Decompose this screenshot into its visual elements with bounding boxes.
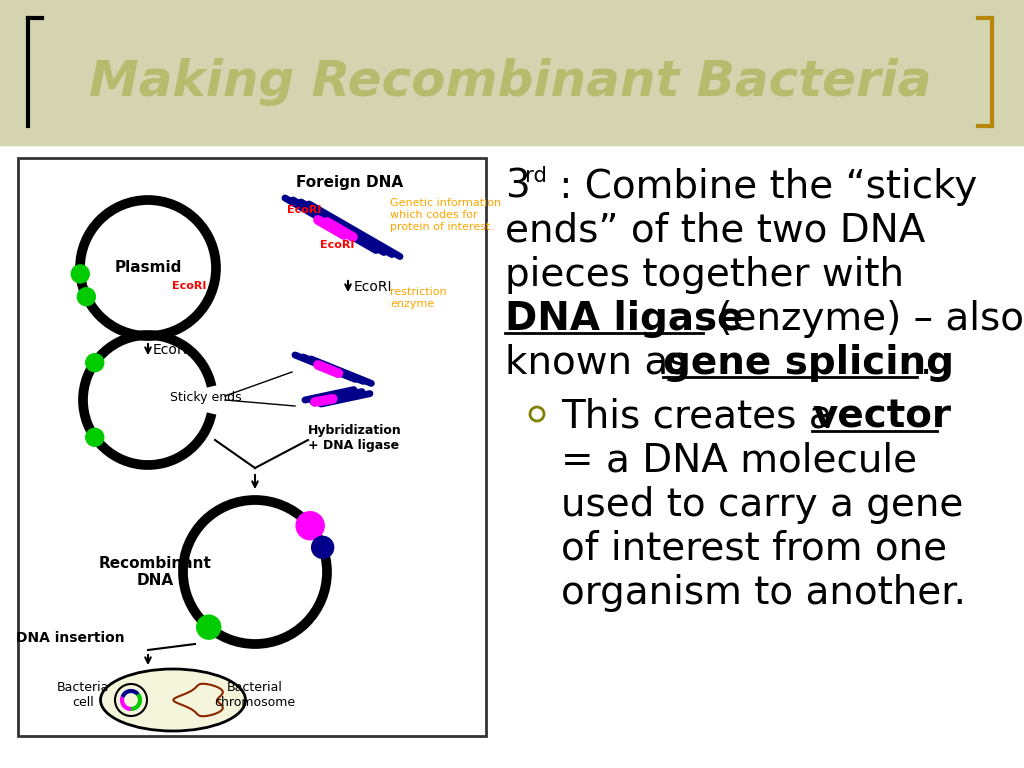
- Text: Foreign DNA: Foreign DNA: [296, 174, 403, 190]
- Ellipse shape: [100, 669, 246, 731]
- Text: Genetic information
which codes for
protein of interest.: Genetic information which codes for prot…: [390, 198, 501, 232]
- Text: EcoRI: EcoRI: [287, 205, 322, 215]
- Text: Sticky ends: Sticky ends: [170, 392, 242, 405]
- Text: organism to another.: organism to another.: [561, 574, 966, 612]
- Text: : Combine the “sticky: : Combine the “sticky: [547, 168, 977, 206]
- Text: used to carry a gene: used to carry a gene: [561, 486, 964, 524]
- Circle shape: [197, 615, 221, 639]
- Text: 3: 3: [505, 168, 529, 206]
- Text: pieces together with: pieces together with: [505, 256, 916, 294]
- Text: Recombinant
DNA: Recombinant DNA: [98, 556, 211, 588]
- Circle shape: [296, 511, 325, 540]
- Text: Plasmid: Plasmid: [115, 260, 181, 276]
- Circle shape: [311, 536, 334, 558]
- Text: Hybridization
+ DNA ligase: Hybridization + DNA ligase: [308, 424, 401, 452]
- Text: Bacteria
cell: Bacteria cell: [56, 681, 110, 709]
- Text: DNA insertion: DNA insertion: [15, 631, 124, 645]
- Text: EcoRI: EcoRI: [319, 240, 354, 250]
- Text: (enzyme) – also: (enzyme) – also: [705, 300, 1024, 338]
- Text: EcoRI: EcoRI: [354, 280, 392, 294]
- Circle shape: [86, 354, 103, 372]
- Text: = a DNA molecule: = a DNA molecule: [561, 442, 918, 480]
- Text: of interest from one: of interest from one: [561, 530, 947, 568]
- Bar: [0, 0, 1024, 145]
- Circle shape: [78, 288, 95, 306]
- Text: known as: known as: [505, 344, 700, 382]
- Text: .: .: [920, 344, 933, 382]
- Text: Making Recombinant Bacteria: Making Recombinant Bacteria: [89, 58, 931, 106]
- Text: EcoRI: EcoRI: [153, 343, 191, 357]
- Text: restriction
enzyme: restriction enzyme: [390, 287, 446, 309]
- Text: This creates a: This creates a: [561, 398, 845, 436]
- Text: Bacterial
chromosome: Bacterial chromosome: [214, 681, 296, 709]
- Text: gene splicing: gene splicing: [663, 344, 954, 382]
- Text: EcoRI: EcoRI: [172, 281, 207, 291]
- Circle shape: [72, 265, 89, 283]
- Text: DNA ligase: DNA ligase: [505, 300, 743, 338]
- Text: rd: rd: [525, 166, 547, 186]
- Text: ends” of the two DNA: ends” of the two DNA: [505, 212, 926, 250]
- Circle shape: [86, 429, 103, 446]
- Bar: [18, 158, 486, 736]
- Text: vector: vector: [812, 398, 951, 436]
